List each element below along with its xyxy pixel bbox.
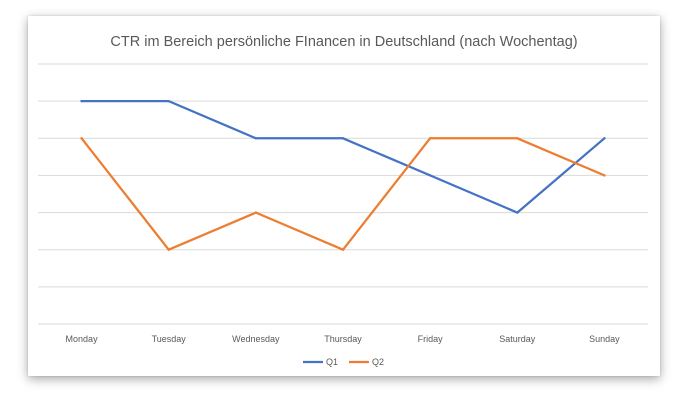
x-tick-label: Tuesday	[152, 334, 187, 344]
x-axis-ticks: Monday Tuesday Wednesday Thursday Friday Satu…	[66, 334, 621, 344]
data-point-q1	[167, 99, 170, 103]
legend-label-q1: Q1	[326, 357, 338, 367]
series-line-q2	[80, 137, 606, 251]
data-point-q1	[341, 137, 345, 140]
data-point-q2	[80, 137, 83, 140]
x-tick-label: Wednesday	[232, 334, 280, 344]
data-point-q2	[603, 174, 606, 177]
data-point-q2	[428, 137, 432, 140]
data-point-q1	[428, 174, 432, 177]
x-tick-label: Thursday	[324, 334, 362, 344]
data-point-q1	[603, 137, 606, 140]
data-point-q2	[254, 211, 258, 214]
data-point-q1	[254, 137, 258, 140]
x-tick-label: Friday	[418, 334, 444, 344]
data-point-q2	[516, 137, 519, 140]
x-tick-label: Saturday	[499, 334, 536, 344]
x-tick-label: Sunday	[589, 334, 620, 344]
data-point-q2	[167, 248, 170, 251]
x-tick-label: Monday	[66, 334, 99, 344]
data-point-q2	[341, 248, 345, 251]
series-lines	[80, 99, 606, 251]
chart-title: CTR im Bereich persönliche FInancen in D…	[110, 34, 577, 50]
legend-label-q2: Q2	[372, 357, 384, 367]
gridlines	[38, 63, 648, 325]
legend: Q1 Q2	[303, 357, 384, 367]
data-point-q1	[516, 211, 519, 214]
chart-card	[28, 16, 660, 376]
data-point-q1	[80, 99, 83, 103]
series-line-q1	[80, 99, 606, 214]
